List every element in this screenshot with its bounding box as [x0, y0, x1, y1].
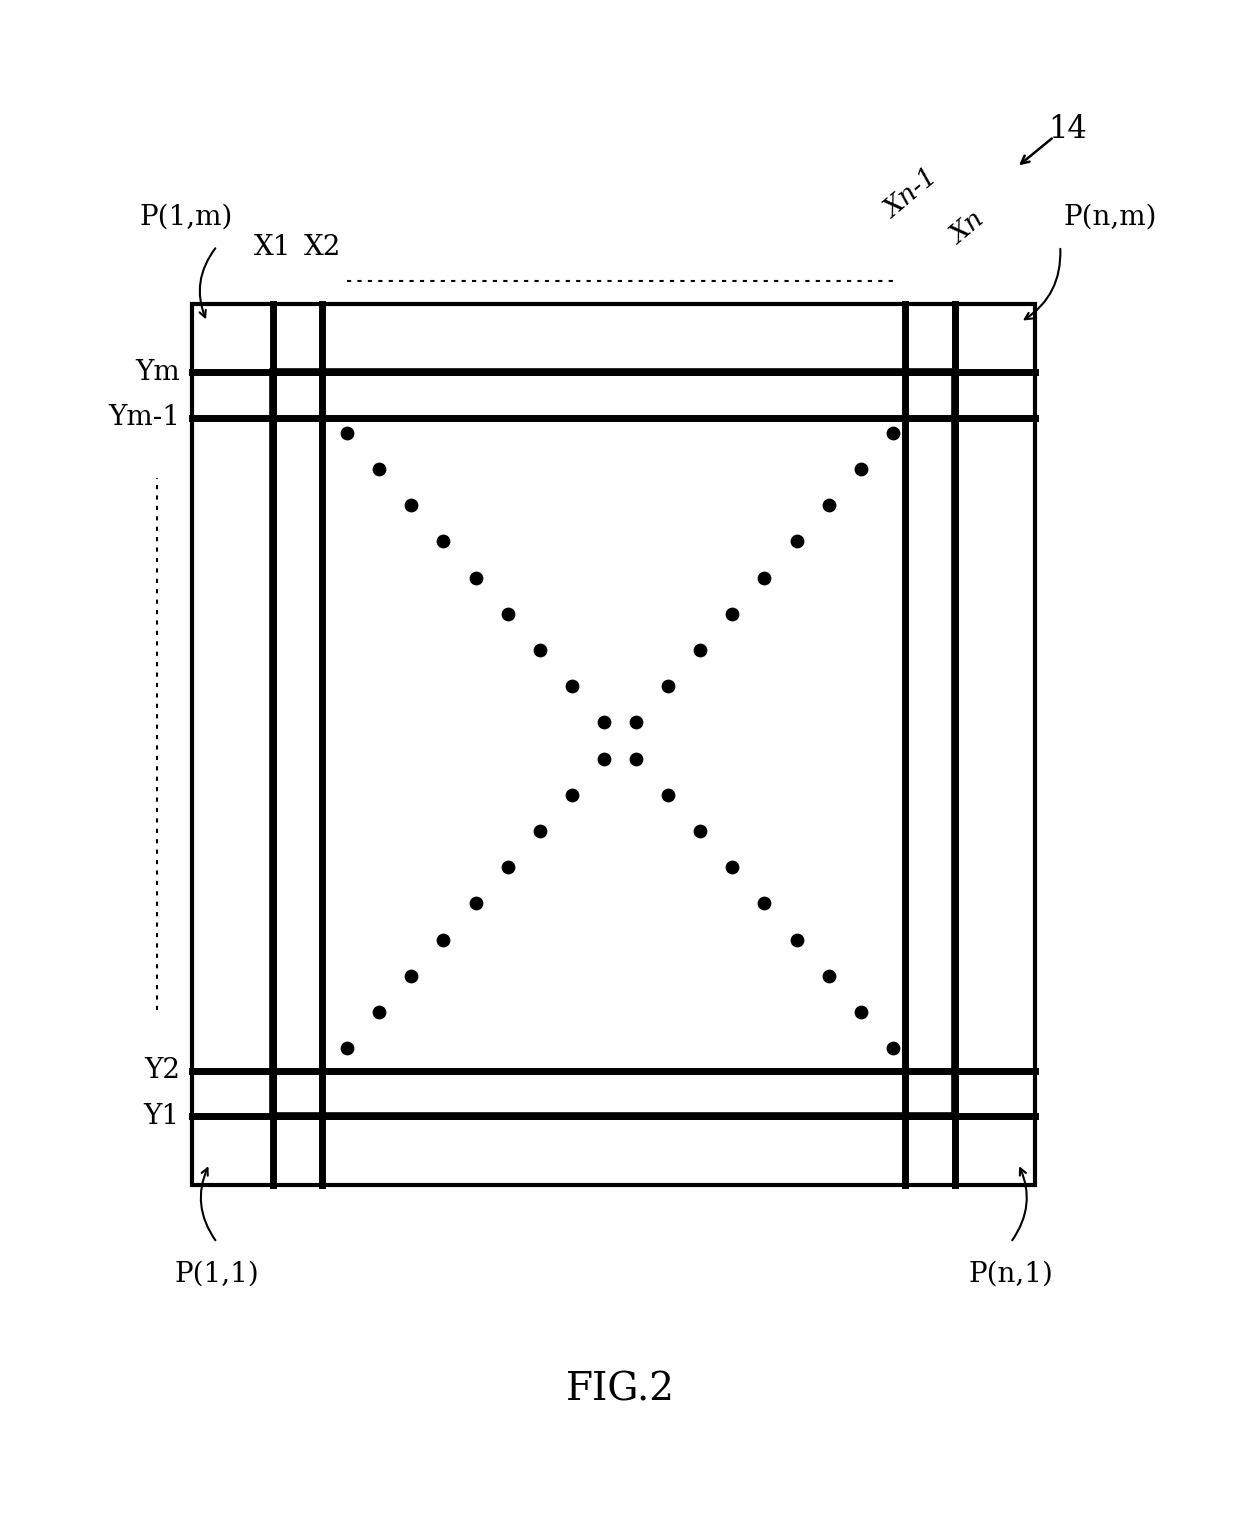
Text: P(1,1): P(1,1) — [175, 1261, 259, 1288]
Point — [851, 1000, 870, 1024]
Text: Y2: Y2 — [144, 1057, 180, 1085]
Point — [626, 746, 646, 770]
Point — [818, 963, 838, 987]
Text: Xn: Xn — [945, 207, 990, 249]
Bar — [192, 304, 1035, 1185]
Text: P(n,1): P(n,1) — [968, 1261, 1053, 1288]
Text: FIG.2: FIG.2 — [565, 1372, 675, 1408]
Point — [529, 819, 549, 843]
Point — [562, 782, 582, 807]
Point — [691, 819, 711, 843]
Text: P(n,m): P(n,m) — [1063, 204, 1157, 231]
Point — [497, 602, 517, 626]
Text: X2: X2 — [304, 234, 341, 261]
Point — [786, 928, 806, 952]
Point — [594, 711, 614, 735]
Point — [497, 855, 517, 880]
Bar — [273, 372, 955, 1116]
Point — [337, 421, 357, 445]
Point — [466, 892, 486, 916]
Point — [754, 892, 774, 916]
Point — [786, 529, 806, 553]
Point — [658, 782, 678, 807]
Point — [402, 963, 422, 987]
Point — [883, 421, 903, 445]
Text: P(1,m): P(1,m) — [139, 204, 233, 231]
Point — [562, 674, 582, 699]
Point — [691, 638, 711, 662]
Text: Ym-1: Ym-1 — [108, 404, 180, 431]
Point — [370, 1000, 389, 1024]
Point — [883, 1036, 903, 1060]
Point — [626, 711, 646, 735]
Point — [466, 565, 486, 589]
Text: Xn-1: Xn-1 — [880, 164, 942, 223]
Point — [594, 746, 614, 770]
Point — [434, 928, 454, 952]
Point — [658, 674, 678, 699]
Point — [723, 855, 743, 880]
Point — [723, 602, 743, 626]
Point — [434, 529, 454, 553]
Point — [370, 457, 389, 482]
Point — [529, 638, 549, 662]
Point — [337, 1036, 357, 1060]
Point — [851, 457, 870, 482]
Text: 14: 14 — [1048, 114, 1086, 144]
Point — [818, 494, 838, 518]
Text: Y1: Y1 — [144, 1103, 180, 1130]
Text: Ym: Ym — [135, 358, 180, 386]
Point — [754, 565, 774, 589]
Point — [402, 494, 422, 518]
Text: X1: X1 — [254, 234, 291, 261]
